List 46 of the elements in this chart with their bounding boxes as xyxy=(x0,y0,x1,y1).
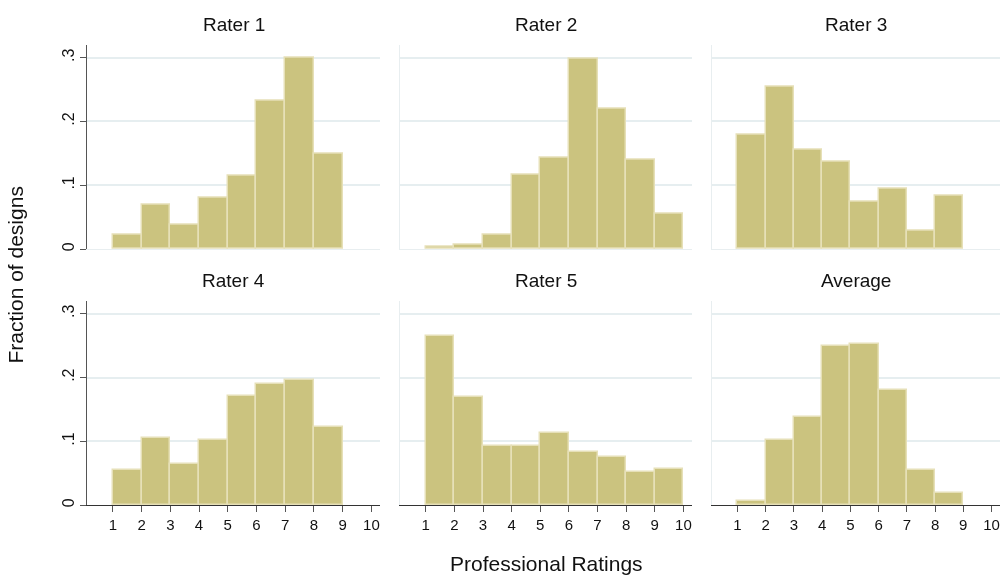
x-tick-label: 9 xyxy=(959,516,968,534)
x-tick-label: 4 xyxy=(817,516,827,534)
x-tick-label: 3 xyxy=(166,516,175,534)
x-tick-label: 4 xyxy=(194,516,204,534)
chart-title: Rater 4 xyxy=(202,270,265,291)
x-tick-label: 1 xyxy=(421,516,430,534)
x-tick-label: 10 xyxy=(983,516,1000,534)
chart-title: Rater 3 xyxy=(825,14,888,35)
x-tick-label: 3 xyxy=(789,516,799,534)
y-tick-label: .1 xyxy=(59,432,77,446)
x-tick-label: 4 xyxy=(507,516,516,534)
x-tick-label: 10 xyxy=(675,516,692,534)
x-tick-label: 3 xyxy=(478,516,488,534)
y-tick-label: .2 xyxy=(59,368,77,382)
y-tick-label: .1 xyxy=(59,176,77,190)
x-tick-label: 2 xyxy=(761,516,770,534)
x-tick-label: 10 xyxy=(363,516,380,534)
x-tick-label: 8 xyxy=(930,516,940,534)
x-tick-label: 8 xyxy=(309,516,319,534)
x-tick-label: 6 xyxy=(564,516,574,534)
x-tick-label: 5 xyxy=(846,516,855,534)
x-tick-label: 5 xyxy=(536,516,545,534)
x-tick-label: 2 xyxy=(450,516,459,534)
y-axis-title: Fraction of designs xyxy=(4,186,28,364)
x-tick-label: 8 xyxy=(621,516,631,534)
x-tick-label: 6 xyxy=(252,516,261,534)
x-tick-label: 6 xyxy=(874,516,883,534)
chart-title: Rater 2 xyxy=(515,14,578,35)
y-tick-label: .3 xyxy=(59,48,77,62)
x-tick-label: 9 xyxy=(650,516,659,534)
chart-title: Average xyxy=(821,270,892,291)
chart-title: Rater 1 xyxy=(203,14,266,35)
chart-title: Rater 5 xyxy=(515,270,578,291)
y-tick-label: 0 xyxy=(59,242,77,252)
y-tick-label: .3 xyxy=(59,304,77,318)
x-axis-title: Professional Ratings xyxy=(450,552,643,575)
x-tick-label: 7 xyxy=(593,516,602,534)
y-tick-label: 0 xyxy=(59,498,77,508)
x-tick-label: 1 xyxy=(733,516,742,534)
x-tick-label: 2 xyxy=(137,516,146,534)
x-tick-label: 1 xyxy=(108,516,118,534)
x-tick-label: 5 xyxy=(223,516,232,534)
y-tick-label: .2 xyxy=(59,112,77,126)
x-tick-label: 7 xyxy=(281,516,290,534)
x-tick-label: 7 xyxy=(902,516,911,534)
x-tick-label: 9 xyxy=(338,516,347,534)
